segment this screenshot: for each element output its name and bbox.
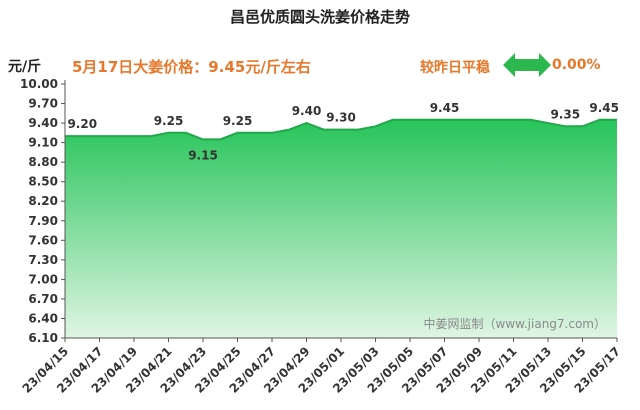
y-tick-label: 7.90 [28, 214, 58, 228]
y-tick-label: 6.10 [28, 331, 58, 345]
y-tick-label: 8.50 [28, 175, 58, 189]
y-tick-label: 6.70 [28, 292, 58, 306]
y-tick-label: 8.20 [28, 194, 58, 208]
double-arrow-icon [503, 53, 551, 77]
data-label: 9.45 [430, 101, 460, 115]
data-label: 9.25 [223, 114, 253, 128]
compare-value: 0.00% [552, 57, 601, 73]
data-label: 9.40 [292, 104, 322, 118]
y-tick-label: 9.70 [28, 97, 58, 111]
compare-label: 较昨日平稳 [420, 60, 490, 76]
data-label: 9.45 [589, 101, 619, 115]
data-label: 9.35 [550, 107, 580, 121]
watermark: 中姜网监制（www.jiang7.com） [424, 316, 606, 331]
double-arrow-shape [503, 53, 551, 77]
y-tick-label: 7.60 [28, 233, 58, 247]
y-tick-label: 6.40 [28, 311, 58, 325]
data-label: 9.30 [326, 111, 356, 125]
price-note: 5月17日大姜价格：9.45元/斤左右 [72, 58, 311, 76]
price-area [65, 119, 617, 338]
y-tick-label: 7.30 [28, 253, 58, 267]
y-tick-label: 9.10 [28, 136, 58, 150]
y-axis-unit: 元/斤 [8, 59, 42, 75]
y-tick-label: 7.00 [28, 272, 58, 286]
y-tick-label: 9.40 [28, 116, 58, 130]
data-label: 9.20 [67, 117, 97, 131]
data-label: 9.15 [188, 148, 218, 162]
data-label: 9.25 [154, 114, 184, 128]
chart-title: 昌邑优质圆头洗姜价格走势 [229, 8, 410, 26]
y-tick-label: 8.80 [28, 155, 58, 169]
price-line [65, 118, 617, 141]
y-tick-label: 10.00 [20, 77, 58, 91]
